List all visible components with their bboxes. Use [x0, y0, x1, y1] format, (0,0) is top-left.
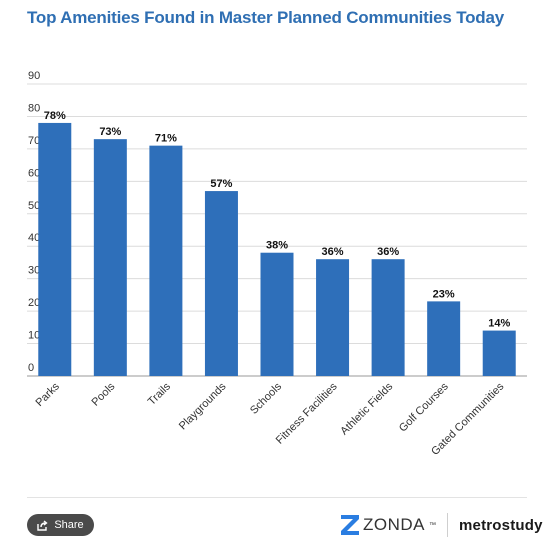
data-label: 71%: [155, 133, 177, 145]
y-tick-label: 90: [28, 70, 40, 82]
x-axis-ticks: Parks Pools Trails Playgrounds SchoolsFitnes…: [34, 380, 507, 458]
y-tick-label: 10: [28, 330, 40, 342]
zonda-wordmark: ZONDA: [363, 515, 425, 534]
data-label: 14%: [488, 318, 510, 330]
y-tick-label: 0: [28, 362, 34, 374]
data-label: 23%: [433, 288, 455, 300]
data-label: 73%: [99, 126, 121, 138]
footer-divider: [27, 497, 527, 498]
x-tick-label: Golf Courses: [397, 380, 451, 434]
bar[interactable]: [371, 259, 405, 376]
brand-logos: ZONDA ™ metrostudy: [340, 511, 543, 539]
bar-chart: 0 10 20 30 40 50 60 70 80 90 78% 73% 71% 57% 38% 36% 36…: [27, 70, 527, 458]
bar[interactable]: [93, 139, 127, 376]
bars: [38, 122, 516, 376]
x-tick-label: Fitness Facilities: [274, 380, 340, 446]
data-label: 36%: [322, 246, 344, 258]
bar[interactable]: [260, 252, 294, 376]
x-tick-label: Athletic Fields: [338, 380, 395, 437]
y-tick-label: 40: [28, 232, 40, 244]
y-axis-ticks: 0 10 20 30 40 50 60 70 80 90: [28, 70, 40, 374]
share-button[interactable]: Share: [27, 514, 94, 536]
share-label: Share: [54, 519, 84, 531]
chart-title: Top Amenities Found in Master Planned Co…: [27, 8, 505, 27]
x-tick-label: Playgrounds: [177, 380, 229, 432]
data-label: 36%: [377, 246, 399, 258]
bar[interactable]: [316, 259, 350, 376]
y-tick-label: 70: [28, 135, 40, 147]
brand-separator: [447, 513, 448, 537]
zonda-trademark: ™: [429, 521, 436, 529]
bar[interactable]: [38, 122, 72, 376]
zonda-z-icon: [341, 515, 359, 535]
x-tick-label: Trails: [146, 380, 174, 408]
bar[interactable]: [427, 301, 461, 376]
zonda-logo: ZONDA ™: [340, 514, 436, 536]
data-label: 57%: [210, 178, 232, 190]
bar[interactable]: [204, 191, 238, 376]
bar[interactable]: [482, 330, 516, 376]
y-tick-label: 30: [28, 265, 40, 277]
x-tick-label: Pools: [90, 380, 118, 408]
data-label: 78%: [44, 110, 66, 122]
metrostudy-logo: metrostudy: [459, 516, 543, 534]
y-tick-label: 50: [28, 200, 40, 212]
share-icon: [37, 519, 48, 531]
x-tick-label: Schools: [248, 380, 285, 417]
bar[interactable]: [149, 145, 183, 376]
data-labels: 78% 73% 71% 57% 38% 36% 36% 23% 14%: [44, 110, 511, 330]
y-tick-label: 60: [28, 167, 40, 179]
x-tick-label: Parks: [34, 380, 63, 409]
y-tick-label: 20: [28, 297, 40, 309]
y-tick-label: 80: [28, 102, 40, 114]
data-label: 38%: [266, 240, 288, 252]
